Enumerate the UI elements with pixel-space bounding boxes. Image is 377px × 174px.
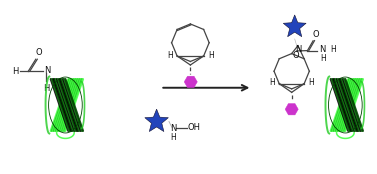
Text: H: H (208, 51, 213, 60)
Text: H: H (308, 78, 314, 88)
Text: H: H (170, 133, 176, 142)
Text: H: H (43, 84, 49, 93)
Text: N: N (295, 45, 302, 54)
Polygon shape (283, 15, 306, 37)
Text: O: O (313, 30, 319, 39)
Polygon shape (145, 109, 169, 132)
Text: H: H (12, 67, 18, 76)
Text: N: N (170, 124, 176, 133)
Text: O: O (292, 51, 299, 60)
Polygon shape (285, 104, 298, 115)
Polygon shape (184, 76, 197, 88)
Ellipse shape (49, 77, 82, 133)
Text: OH: OH (187, 123, 200, 132)
Text: H: H (167, 51, 173, 60)
Text: H: H (269, 78, 275, 88)
Text: N: N (44, 66, 51, 75)
Ellipse shape (328, 77, 362, 133)
Text: H: H (321, 54, 326, 63)
Text: N: N (319, 45, 325, 54)
Text: O: O (35, 48, 42, 57)
Text: H: H (331, 45, 336, 54)
